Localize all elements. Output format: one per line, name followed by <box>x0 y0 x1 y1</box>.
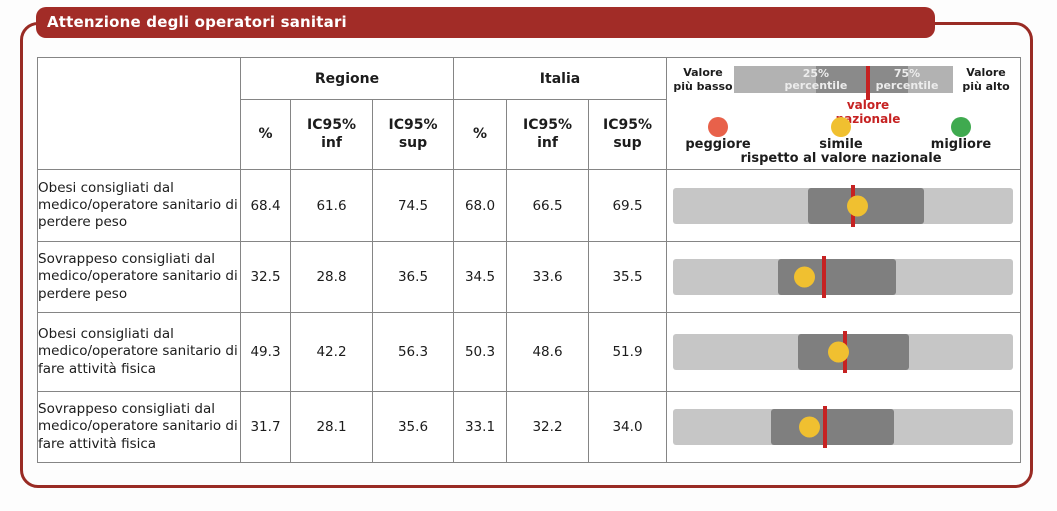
empty-corner-cell <box>37 57 241 170</box>
table-row: Obesi consigliati dal medico/operatore s… <box>37 312 1021 392</box>
green-dot-icon <box>951 117 971 137</box>
italia-pct-cell: 50.3 <box>453 312 507 392</box>
regione-pct-cell: 32.5 <box>240 241 291 313</box>
subheader-italia-sup: IC95% sup <box>588 99 667 170</box>
legend-panel: Valore più basso 25% percentile 75% perc… <box>667 58 1020 169</box>
percentile-bar <box>673 256 1013 298</box>
regione-inf-cell: 42.2 <box>290 312 373 392</box>
legend-percentile-band <box>815 66 908 93</box>
regione-sup-cell: 74.5 <box>372 169 454 242</box>
data-table: Regione Italia Valore più basso 25% perc… <box>37 57 1021 463</box>
italia-sup-cell: 35.5 <box>588 241 667 313</box>
italia-pct-cell: 68.0 <box>453 169 507 242</box>
legend-similar-label: simile <box>819 137 863 152</box>
table-row: Sovrappeso consigliati dal medico/operat… <box>37 391 1021 463</box>
group-header-italia: Italia <box>453 57 667 100</box>
legend-national-line <box>866 66 870 100</box>
percentile-chart-cell <box>666 312 1021 392</box>
row-label: Obesi consigliati dal medico/operatore s… <box>37 312 241 392</box>
percentile-bar <box>673 331 1013 373</box>
percentile-chart-cell <box>666 391 1021 463</box>
percentile-band <box>770 409 894 445</box>
regione-inf-cell: 28.8 <box>290 241 373 313</box>
subheader-regione-pct: % <box>240 99 291 170</box>
regione-sup-cell: 36.5 <box>372 241 454 313</box>
italia-inf-cell: 32.2 <box>506 391 589 463</box>
italia-inf-cell: 66.5 <box>506 169 589 242</box>
row-label: Obesi consigliati dal medico/operatore s… <box>37 169 241 242</box>
legend-percentile-bar: 25% percentile 75% percentile <box>734 66 953 93</box>
legend-p75-label: 75% percentile <box>875 67 939 92</box>
percentile-chart-cell <box>666 241 1021 313</box>
percentile-chart-cell <box>666 169 1021 242</box>
region-marker-dot <box>799 416 820 438</box>
regione-pct-cell: 49.3 <box>240 312 291 392</box>
regione-sup-cell: 35.6 <box>372 391 454 463</box>
percentile-bar <box>673 184 1013 227</box>
region-marker-dot <box>793 266 815 288</box>
yellow-dot-icon <box>831 117 851 137</box>
legend-better-label: migliore <box>930 137 992 152</box>
region-marker-dot <box>846 195 868 216</box>
legend-worse-label: peggiore <box>685 137 751 152</box>
legend-lowest-label: Valore più basso <box>673 66 733 93</box>
subheader-regione-sup: IC95% sup <box>372 99 454 170</box>
legend-relative-note: rispetto al valore nazionale <box>740 151 942 166</box>
italia-sup-cell: 34.0 <box>588 391 667 463</box>
subheader-italia-pct: % <box>453 99 507 170</box>
group-header-regione: Regione <box>240 57 454 100</box>
national-line <box>821 256 826 298</box>
national-line <box>822 406 827 448</box>
subheader-italia-inf: IC95% inf <box>506 99 589 170</box>
italia-sup-cell: 51.9 <box>588 312 667 392</box>
regione-inf-cell: 61.6 <box>290 169 373 242</box>
report-title-bar: Attenzione degli operatori sanitari <box>36 7 935 38</box>
row-label: Sovrappeso consigliati dal medico/operat… <box>37 241 241 313</box>
table-row: Sovrappeso consigliati dal medico/operat… <box>37 241 1021 313</box>
page-title: Attenzione degli operatori sanitari <box>47 13 347 31</box>
percentile-bar <box>673 406 1013 448</box>
legend-panel-cell: Valore più basso 25% percentile 75% perc… <box>666 57 1021 170</box>
legend-p25-label: 25% percentile <box>784 67 848 92</box>
legend-national-label: valore nazionale <box>835 98 901 126</box>
region-marker-dot <box>827 341 849 363</box>
legend-highest-label: Valore più alto <box>962 66 1010 93</box>
subheader-regione-inf: IC95% inf <box>290 99 373 170</box>
table-row: Obesi consigliati dal medico/operatore s… <box>37 169 1021 242</box>
italia-inf-cell: 33.6 <box>506 241 589 313</box>
italia-inf-cell: 48.6 <box>506 312 589 392</box>
percentile-band <box>798 334 909 370</box>
row-label: Sovrappeso consigliati dal medico/operat… <box>37 391 241 463</box>
regione-inf-cell: 28.1 <box>290 391 373 463</box>
italia-pct-cell: 33.1 <box>453 391 507 463</box>
regione-pct-cell: 68.4 <box>240 169 291 242</box>
red-dot-icon <box>708 117 728 137</box>
regione-pct-cell: 31.7 <box>240 391 291 463</box>
italia-sup-cell: 69.5 <box>588 169 667 242</box>
italia-pct-cell: 34.5 <box>453 241 507 313</box>
regione-sup-cell: 56.3 <box>372 312 454 392</box>
